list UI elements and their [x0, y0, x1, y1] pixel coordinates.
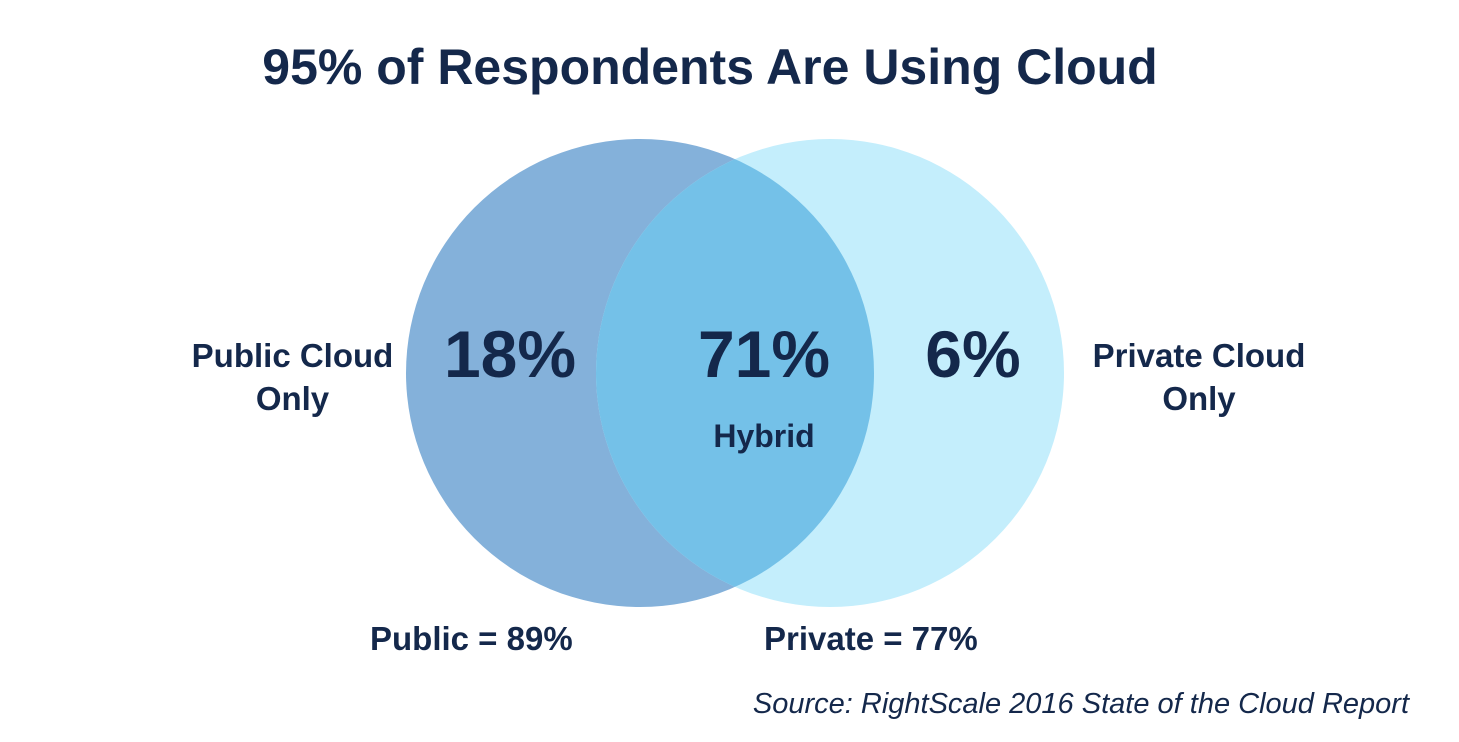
public-only-percent: 18% [443, 317, 577, 391]
public-cloud-only-label-line1: Public Cloud [191, 337, 394, 374]
private-cloud-only-label-line1: Private Cloud [1092, 337, 1306, 374]
private-only-percent: 6% [925, 317, 1021, 391]
private-cloud-only-label: Private Cloud Only [1070, 334, 1328, 420]
private-total: Private = 77% [764, 620, 978, 657]
public-cloud-only-label: Public Cloud Only [170, 334, 415, 420]
hybrid-percent: 71% [697, 317, 831, 391]
hybrid-overlap [596, 139, 874, 607]
page-title: 95% of Respondents Are Using Cloud [262, 39, 1158, 95]
source-note: Source: RightScale 2016 State of the Clo… [752, 688, 1409, 720]
public-cloud-only-label-line2: Only [255, 380, 330, 417]
hybrid-label: Hybrid [713, 418, 815, 454]
private-cloud-only-label-line2: Only [1162, 380, 1236, 417]
public-total: Public = 89% [370, 620, 573, 657]
